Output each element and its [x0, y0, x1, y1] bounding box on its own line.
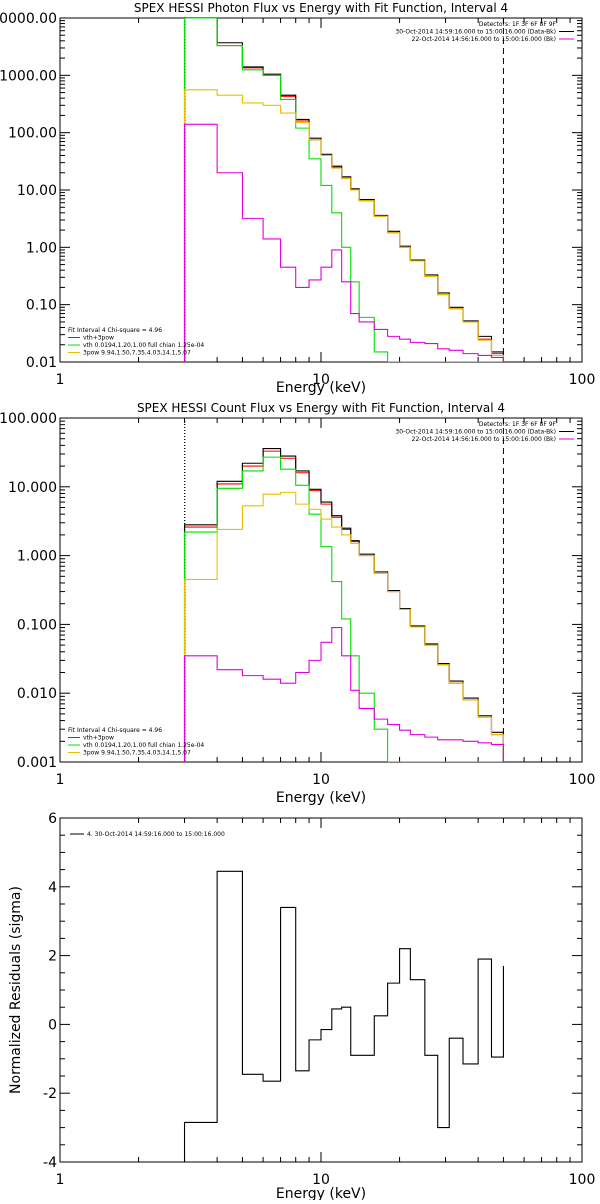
- legend-entry: 3pow 9.94,1.50,7.35,4.03,14.1,5.07: [83, 750, 191, 757]
- series-line-4-30-oct-2014-14-59-16-000-to-15-00-16-000: [183, 870, 504, 1162]
- x-tick-label: 1: [56, 1172, 65, 1188]
- y-tick-label: 100.00: [8, 126, 57, 142]
- y-tick-label: 1.00: [26, 240, 57, 256]
- series-line-data-bk: [183, 18, 504, 362]
- x-tick-label: 1: [56, 372, 65, 388]
- legend-entry: vth+3pow: [83, 335, 114, 342]
- series-group: [183, 18, 504, 362]
- series-line-data-bk: [183, 447, 504, 762]
- legend-entry: 4. 30-Oct-2014 14:59:16.000 to 15:00:16.…: [87, 831, 225, 838]
- legend-entry: 30-Oct-2014 14:59:16.000 to 15:00:16.000…: [395, 29, 556, 36]
- series-group: [183, 870, 504, 1162]
- y-tick-label: 1000.00: [0, 68, 57, 84]
- y-tick-label: 0000.00: [0, 11, 57, 27]
- y-tick-label: 0.01: [26, 355, 57, 371]
- y-tick-label: 0: [48, 1017, 57, 1033]
- series-group: [183, 447, 504, 762]
- y-tick-label: -2: [43, 1086, 57, 1102]
- x-tick-label: 100: [569, 1172, 596, 1188]
- y-axis-label: Normalized Residuals (sigma): [8, 886, 24, 1094]
- residuals-panel: 1 10 100 Energy (keV) -4 -2 0 2 4 6 Normalized Res…: [8, 811, 596, 1202]
- series-line-bk: [183, 626, 504, 762]
- series-line-vth: [183, 18, 504, 362]
- photon-flux-panel: SPEX HESSI Photon Flux vs Energy with Fi…: [0, 1, 595, 396]
- chart-title: SPEX HESSI Count Flux vs Energy with Fit…: [137, 401, 505, 415]
- x-tick-label: 100: [569, 772, 596, 788]
- legend-entry: Detectors: 1F 3F 6F 8F 9F: [479, 421, 557, 428]
- legend-entry: Detectors: 1F 3F 6F 8F 9F: [479, 21, 557, 28]
- legend-entry: 22-Oct-2014 14:56:16.000 to 15:00:16.000…: [412, 436, 556, 443]
- legend-entry: vth 0.0194,1.20,1.00 full chian 1.25e-04: [83, 342, 204, 349]
- x-tick-label: 1: [56, 772, 65, 788]
- x-axis-label: Energy (keV): [276, 1186, 366, 1200]
- series-line-vth: [183, 456, 504, 762]
- series-line-3pow: [183, 89, 504, 362]
- x-tick-label: 10: [312, 772, 330, 788]
- legend-entry: vth+3pow: [83, 735, 114, 742]
- y-tick-label: 10.000: [8, 480, 57, 496]
- y-tick-label: 0.010: [17, 686, 57, 702]
- series-line-vth-3pow: [183, 450, 504, 762]
- legend-entry: 22-Oct-2014 14:56:16.000 to 15:00:16.000…: [412, 36, 556, 43]
- y-tick-label: 0.001: [17, 755, 57, 771]
- y-tick-label: 100.000: [0, 411, 57, 427]
- count-flux-panel: SPEX HESSI Count Flux vs Energy with Fit…: [0, 401, 595, 806]
- y-tick-label: 0.10: [26, 298, 57, 314]
- x-axis-label: Energy (keV): [276, 380, 366, 396]
- y-tick-label: 4: [48, 880, 57, 896]
- series-line-vth-3pow: [183, 18, 504, 362]
- legend-entry: Fit Interval 4 Chi-square = 4.96: [68, 727, 162, 734]
- legend-entry: 30-Oct-2014 14:59:16.000 to 15:00:16.000…: [395, 429, 556, 436]
- legend-entry: Fit Interval 4 Chi-square = 4.96: [68, 327, 162, 334]
- chart-title: SPEX HESSI Photon Flux vs Energy with Fi…: [134, 1, 508, 15]
- y-tick-label: 2: [48, 949, 57, 965]
- y-tick-label: 10.00: [17, 183, 57, 199]
- y-tick-label: 6: [48, 811, 57, 827]
- x-tick-label: 10: [312, 1172, 330, 1188]
- legend-entry: vth 0.0194,1.20,1.00 full chian 1.25e-04: [83, 742, 204, 749]
- series-line-bk: [183, 123, 504, 362]
- series-line-3pow: [183, 491, 504, 762]
- y-tick-label: 1.000: [17, 549, 57, 565]
- y-tick-label: -4: [43, 1155, 57, 1171]
- legend-entry: 3pow 9.94,1.50,7.35,4.03,14.1,5.07: [83, 350, 191, 357]
- y-tick-label: 0.100: [17, 617, 57, 633]
- x-axis-label: Energy (keV): [276, 790, 366, 806]
- x-tick-label: 10: [312, 372, 330, 388]
- x-tick-label: 100: [569, 372, 596, 388]
